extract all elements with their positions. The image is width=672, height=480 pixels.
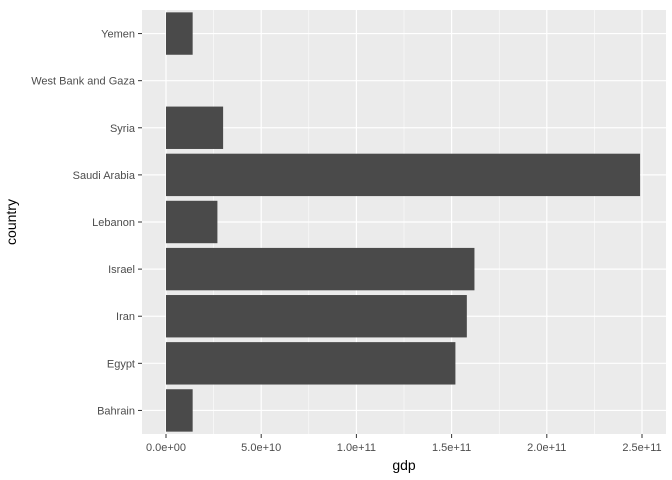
x-tick-label: 1.0e+11 — [337, 442, 376, 454]
y-tick-label: Lebanon — [92, 217, 135, 229]
bar — [166, 200, 218, 244]
bar — [166, 106, 224, 149]
bar — [166, 12, 193, 55]
bar — [166, 342, 456, 385]
x-tick-label: 2.0e+11 — [527, 442, 566, 454]
bar — [166, 389, 193, 432]
y-tick-label: Iran — [116, 311, 135, 323]
bar — [166, 153, 641, 197]
y-tick-label: Bahrain — [97, 405, 135, 417]
bar — [166, 247, 475, 291]
x-tick-label: 5.0e+10 — [241, 442, 281, 454]
y-tick-label: West Bank and Gaza — [31, 76, 136, 88]
x-tick-label: 2.5e+11 — [622, 442, 661, 454]
x-axis-ticks: 0.0e+00 5.0e+10 1.0e+11 1.5e+11 2.0e+11 2.5e+… — [146, 434, 662, 454]
y-tick-label: Yemen — [101, 29, 135, 41]
y-axis-title: country — [3, 199, 19, 245]
x-axis-title: gdp — [392, 457, 416, 473]
y-tick-label: Israel — [108, 264, 135, 276]
y-tick-label: Saudi Arabia — [73, 170, 136, 182]
x-tick-label: 1.5e+11 — [432, 442, 471, 454]
y-tick-label: Egypt — [107, 358, 135, 370]
y-tick-label: Syria — [110, 123, 136, 135]
bar — [166, 295, 467, 338]
bars — [166, 12, 641, 432]
x-tick-label: 0.0e+00 — [146, 442, 186, 454]
y-axis-ticks: Bahrain Egypt Iran Israel Lebanon Saudi Arabi… — [31, 29, 142, 417]
